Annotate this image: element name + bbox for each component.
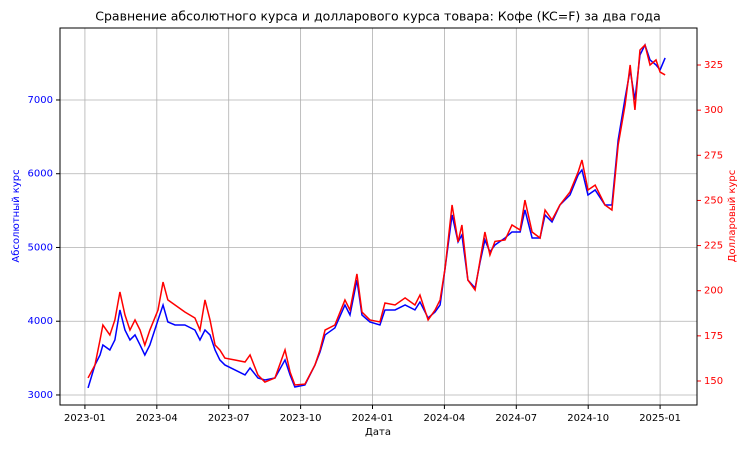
y2-tick-label: 225: [704, 241, 723, 252]
y2-tick-label: 300: [704, 105, 723, 116]
y2-tick-label: 325: [704, 60, 723, 71]
x-tick-label: 2023-10: [280, 413, 322, 424]
series-line: [87, 43, 666, 389]
y-tick-label: 5000: [28, 242, 53, 253]
x-tick-label: 2024-07: [495, 413, 537, 424]
x-tick-label: 2023-01: [64, 413, 106, 424]
y-tick-label: 7000: [28, 95, 53, 106]
chart-title: Сравнение абсолютного курса и долларовог…: [95, 9, 660, 24]
y2-tick-label: 200: [704, 286, 723, 297]
x-tick-label: 2024-01: [352, 413, 394, 424]
plot-frame: [59, 27, 698, 406]
y2-tick-label: 250: [704, 195, 723, 206]
x-tick-label: 2024-04: [424, 413, 466, 424]
y2-tick-label: 150: [704, 376, 723, 387]
y-tick-label: 6000: [28, 169, 53, 180]
y-axis-label: Абсолютный курс: [11, 169, 22, 262]
series-line: [87, 43, 666, 386]
x-tick-label: 2023-04: [136, 413, 178, 424]
x-tick-label: 2025-01: [639, 413, 681, 424]
x-axis-label: Дата: [365, 427, 391, 438]
x-tick-label: 2024-10: [567, 413, 609, 424]
y-tick-label: 3000: [28, 390, 53, 401]
y-tick-label: 4000: [28, 316, 53, 327]
y2-axis-label: Долларовый курс: [727, 170, 738, 263]
y2-tick-label: 175: [704, 331, 723, 342]
y2-tick-label: 275: [704, 150, 723, 161]
x-tick-label: 2023-07: [208, 413, 250, 424]
